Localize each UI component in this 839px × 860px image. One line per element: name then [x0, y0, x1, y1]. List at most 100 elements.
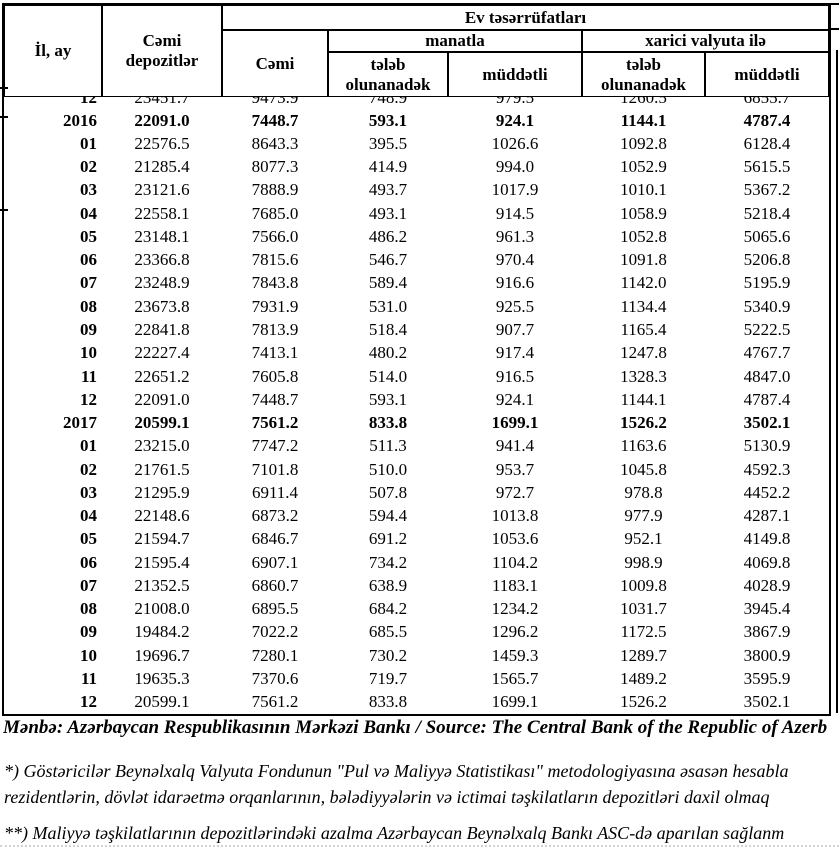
row-value: 916.6: [495, 273, 535, 293]
table-row: 02 21285.4 8077.3 414.9 994.0 1052.9 5615.5: [4, 156, 829, 179]
row-label: 2016: [63, 110, 97, 130]
header-manat-group: manatla: [328, 30, 582, 52]
row-value: 21285.4: [134, 157, 190, 177]
row-value: 917.4: [495, 343, 535, 363]
row-value: 7685.0: [251, 203, 299, 223]
row-value: 7888.9: [251, 180, 299, 200]
row-value: 1058.9: [620, 203, 667, 223]
row-value: 480.2: [368, 343, 408, 363]
row-value: 23366.8: [134, 250, 190, 270]
row-value: 4847.0: [743, 366, 791, 386]
row-value: 507.8: [368, 482, 408, 502]
row-value: 914.5: [495, 203, 535, 223]
row-value: 1289.7: [620, 645, 667, 665]
row-value: 21008.0: [134, 599, 190, 619]
table-row: 11 19635.3 7370.6 719.7 1565.7 1489.2 3595.9: [4, 667, 829, 690]
row-label: 09: [80, 320, 97, 340]
row-value: 4149.8: [743, 529, 791, 549]
row-value: 977.9: [624, 506, 663, 526]
table-row: 01 23215.0 7747.2 511.3 941.4 1163.6 5130.9: [4, 435, 829, 458]
row-label: 09: [80, 622, 97, 642]
row-value: 21352.5: [134, 575, 190, 595]
row-label: 07: [80, 273, 97, 293]
row-value: 1247.8: [620, 343, 667, 363]
row-value: 953.7: [495, 459, 535, 479]
row-label: 10: [80, 645, 97, 665]
row-value: 4287.1: [743, 506, 791, 526]
row-value: 414.9: [368, 157, 408, 177]
row-value: 6911.4: [251, 482, 299, 502]
header-fx-group: xarici valyuta ilə: [582, 30, 829, 52]
row-label: 12: [80, 692, 97, 712]
row-value: 994.0: [495, 157, 535, 177]
table-row: 11 22651.2 7605.8 514.0 916.5 1328.3 4847.0: [4, 365, 829, 388]
row-label: 05: [80, 226, 97, 246]
row-value: 3945.4: [743, 599, 791, 619]
row-value: 23451.7: [134, 97, 190, 107]
right-edge-header-border: [831, 28, 839, 30]
row-value: 5218.4: [743, 203, 791, 223]
clipped-table-row: 12 23451.7 9473.9 748.9 979.5 1260.5 6855.7: [4, 97, 829, 109]
row-value: 3595.9: [743, 669, 791, 688]
row-label: 08: [80, 296, 97, 316]
row-label: 01: [80, 436, 97, 456]
row-value: 7101.8: [251, 459, 299, 479]
row-value: 1052.8: [620, 226, 667, 246]
table-row: 04 22148.6 6873.2 594.4 1013.8 977.9 4287.1: [4, 505, 829, 528]
header-households-group: Ev təsərrüfatları: [222, 5, 829, 30]
row-value: 1142.0: [620, 273, 667, 293]
row-value: 1296.2: [491, 622, 539, 642]
row-value: 1092.8: [620, 133, 667, 153]
row-value: 7815.6: [251, 250, 299, 270]
row-value: 4787.4: [743, 389, 791, 409]
row-value: 3800.9: [743, 645, 791, 665]
row-value: 22091.0: [134, 110, 190, 130]
row-value: 7605.8: [251, 366, 299, 386]
row-value: 691.2: [368, 529, 408, 549]
table-row: 09 22841.8 7813.9 518.4 907.7 1165.4 5222.5: [4, 318, 829, 341]
row-value: 8643.3: [251, 133, 299, 153]
row-value: 3867.9: [743, 622, 791, 642]
row-value: 1565.7: [491, 669, 539, 688]
row-value: 22091.0: [134, 389, 190, 409]
row-value: 4767.7: [743, 343, 791, 363]
row-value: 19484.2: [134, 622, 190, 642]
row-value: 972.7: [495, 482, 535, 502]
row-value: 1053.6: [491, 529, 539, 549]
row-value: 961.3: [495, 226, 535, 246]
row-value: 22651.2: [134, 366, 190, 386]
row-value: 685.5: [368, 622, 408, 642]
row-value: 5367.2: [743, 180, 791, 200]
row-value: 748.9: [368, 97, 408, 107]
row-value: 925.5: [495, 296, 535, 316]
row-label: 04: [80, 203, 97, 223]
row-value: 1009.8: [620, 575, 667, 595]
row-value: 546.7: [368, 250, 408, 270]
header-year-month: İl, ay: [4, 5, 102, 97]
table-row: 07 23248.9 7843.8 589.4 916.6 1142.0 5195.9: [4, 272, 829, 295]
row-value: 23121.6: [134, 180, 190, 200]
table-row: 10 19696.7 7280.1 730.2 1459.3 1289.7 3800.9: [4, 644, 829, 667]
row-value: 638.9: [368, 575, 408, 595]
row-value: 5065.6: [743, 226, 791, 246]
row-value: 833.8: [368, 413, 408, 433]
row-value: 7561.2: [251, 413, 299, 433]
row-value: 493.7: [368, 180, 408, 200]
row-value: 734.2: [368, 552, 408, 572]
table-row: 06 23366.8 7815.6 546.7 970.4 1091.8 5206.8: [4, 249, 829, 272]
row-value: 395.5: [368, 133, 408, 153]
row-value: 6855.7: [743, 97, 791, 107]
row-value: 21761.5: [134, 459, 190, 479]
left-edge-mark: [0, 116, 8, 118]
row-label: 08: [80, 599, 97, 619]
left-edge-mark: [0, 209, 8, 211]
row-value: 7448.7: [251, 110, 299, 130]
row-value: 5615.5: [743, 157, 791, 177]
row-value: 20599.1: [134, 692, 190, 712]
row-value: 1104.2: [491, 552, 539, 572]
row-value: 593.1: [368, 389, 408, 409]
header-fx-term: müddətli: [705, 52, 829, 97]
row-value: 1013.8: [491, 506, 539, 526]
row-value: 6846.7: [251, 529, 299, 549]
row-value: 5206.8: [743, 250, 791, 270]
